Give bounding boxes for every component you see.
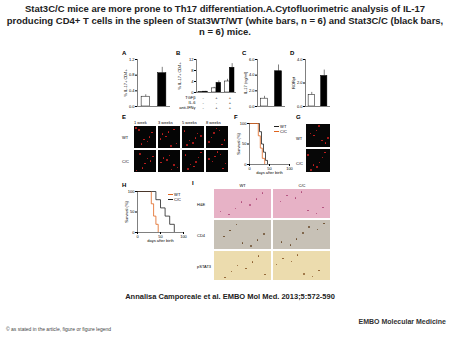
svg-text:2.0: 2.0 <box>297 80 303 85</box>
html-text:CD4: CD4 <box>197 232 205 238</box>
html-text:G: G <box>296 114 301 120</box>
svg-text:0.0: 0.0 <box>129 104 135 109</box>
html-text:C: C <box>242 50 247 56</box>
svg-text:4: 4 <box>191 79 194 84</box>
svg-text:IL-6: IL-6 <box>188 99 196 105</box>
html-text:E: E <box>122 114 126 120</box>
html-text:8 weeks: 8 weeks <box>206 120 221 125</box>
svg-text:12: 12 <box>189 57 194 62</box>
html-text:Stat3C/C mice are more prone t: Stat3C/C mice are more prone to Th17 dif… <box>6 3 444 37</box>
html-text:H: H <box>122 182 127 188</box>
svg-text:Survival (%): Survival (%) <box>124 201 129 223</box>
html-text:I: I <box>192 180 194 186</box>
html-text:WT: WT <box>239 183 246 188</box>
svg-text:+: + <box>229 105 232 110</box>
svg-text:% IL-17+ CD4+: % IL-17+ CD4+ <box>177 62 182 90</box>
html-text:H&E: H&E <box>197 201 206 207</box>
html-text:Annalisa Camporeale et al. EMB: Annalisa Camporeale et al. EMBO Mol Med.… <box>125 292 335 301</box>
html-text:C/C: C/C <box>174 197 181 202</box>
svg-text:6.0: 6.0 <box>249 57 255 62</box>
html-text:WT: WT <box>296 136 303 141</box>
svg-text:+: + <box>215 105 218 110</box>
svg-text:4.0: 4.0 <box>249 72 255 77</box>
svg-text:0: 0 <box>132 230 135 235</box>
svg-text:days after birth: days after birth <box>256 170 282 175</box>
svg-text:days after birth: days after birth <box>147 238 173 243</box>
html-text:C/C: C/C <box>280 129 287 134</box>
html-text:D: D <box>290 50 295 56</box>
svg-text:0: 0 <box>136 234 139 239</box>
svg-text:1.2: 1.2 <box>129 57 135 62</box>
html-text:pSTAT3: pSTAT3 <box>197 263 212 269</box>
html-text:5 weeks: 5 weeks <box>182 120 197 125</box>
svg-text:100: 100 <box>240 121 247 126</box>
svg-text:4.0: 4.0 <box>297 57 303 62</box>
html-text:WT: WT <box>122 135 129 140</box>
svg-text:0.8: 0.8 <box>129 72 135 77</box>
svg-text:0: 0 <box>244 162 247 167</box>
svg-text:% IL-17+ CD4+: % IL-17+ CD4+ <box>123 69 128 97</box>
svg-text:100: 100 <box>128 189 135 194</box>
html-text:A: A <box>122 50 127 56</box>
svg-text:0.0: 0.0 <box>249 104 255 109</box>
html-text:WT: WT <box>174 192 181 197</box>
svg-text:Survival (%): Survival (%) <box>236 133 241 155</box>
svg-text:50: 50 <box>242 141 247 146</box>
svg-text:TGFβ: TGFβ <box>185 94 196 100</box>
svg-text:8: 8 <box>191 68 194 73</box>
html-text:F: F <box>234 114 238 120</box>
html-text:C/C: C/C <box>298 183 306 188</box>
svg-text:IL-17 (ng/ml): IL-17 (ng/ml) <box>243 71 248 94</box>
svg-text:0: 0 <box>191 89 194 95</box>
svg-text:0.0: 0.0 <box>297 104 303 109</box>
svg-text:100: 100 <box>286 166 293 171</box>
html-text:C/C: C/C <box>122 159 129 164</box>
svg-text:50: 50 <box>130 209 135 214</box>
html-text:C/C: C/C <box>296 161 303 166</box>
svg-text:anti-IFNγ: anti-IFNγ <box>179 105 195 110</box>
html-text:EMBO Molecular Medicine: EMBO Molecular Medicine <box>358 318 446 325</box>
svg-text:100: 100 <box>180 234 187 239</box>
html-text:© as stated in the article, fi: © as stated in the article, figure or fi… <box>6 326 112 332</box>
svg-text:0: 0 <box>248 166 251 171</box>
html-text:B: B <box>176 50 181 56</box>
svg-text:RORγt: RORγt <box>291 76 296 89</box>
svg-text:-: - <box>202 105 204 110</box>
html-text:3 weeks: 3 weeks <box>158 120 173 125</box>
svg-text:0.4: 0.4 <box>129 88 135 93</box>
html-text:1 week: 1 week <box>134 120 147 125</box>
html-text:WT: WT <box>280 124 287 129</box>
svg-text:2.0: 2.0 <box>249 88 255 93</box>
